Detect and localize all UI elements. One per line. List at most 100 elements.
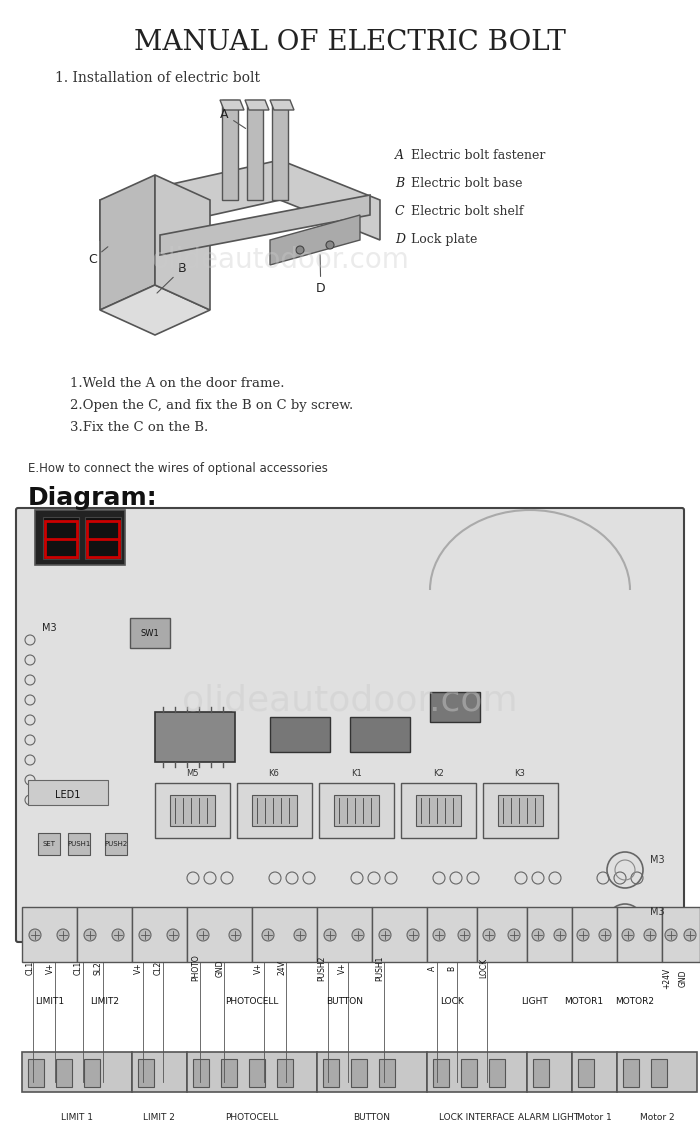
Text: K3: K3 — [514, 769, 526, 778]
Bar — [22, 907, 77, 962]
Text: C: C — [88, 247, 108, 266]
Text: Electric bolt base: Electric bolt base — [411, 176, 522, 190]
Bar — [651, 1059, 667, 1087]
Text: K1: K1 — [351, 769, 361, 778]
Circle shape — [139, 929, 151, 941]
Circle shape — [684, 929, 696, 941]
Bar — [319, 783, 394, 838]
Text: D: D — [316, 254, 326, 295]
Circle shape — [324, 929, 336, 941]
Bar — [427, 1052, 527, 1092]
Text: M5: M5 — [186, 769, 198, 778]
Polygon shape — [160, 195, 370, 254]
Bar — [277, 1059, 293, 1087]
Bar — [433, 1059, 449, 1087]
Circle shape — [644, 929, 656, 941]
Polygon shape — [155, 175, 210, 310]
Bar — [617, 907, 662, 962]
Circle shape — [508, 929, 520, 941]
Bar — [170, 795, 215, 826]
Text: PHOTOCELL: PHOTOCELL — [225, 1113, 279, 1122]
Text: Electric bolt fastener: Electric bolt fastener — [411, 149, 545, 161]
Circle shape — [57, 929, 69, 941]
Circle shape — [352, 929, 364, 941]
Text: V+: V+ — [337, 962, 346, 974]
Circle shape — [622, 929, 634, 941]
Bar — [77, 907, 132, 962]
Text: SET: SET — [43, 841, 55, 847]
Polygon shape — [100, 175, 155, 310]
Text: B: B — [447, 966, 456, 970]
Polygon shape — [222, 100, 238, 200]
Polygon shape — [100, 160, 380, 240]
Bar — [270, 717, 330, 752]
Bar — [38, 833, 60, 855]
Bar — [334, 795, 379, 826]
Bar — [527, 1052, 572, 1092]
Circle shape — [483, 929, 495, 941]
Bar — [252, 795, 297, 826]
Circle shape — [577, 929, 589, 941]
Polygon shape — [247, 100, 263, 200]
Circle shape — [407, 929, 419, 941]
Circle shape — [84, 929, 96, 941]
Text: Lock plate: Lock plate — [411, 233, 477, 245]
Text: LIMIT2: LIMIT2 — [90, 997, 120, 1006]
Text: +24V: +24V — [662, 968, 671, 988]
Polygon shape — [100, 285, 210, 335]
Bar — [617, 1052, 697, 1092]
Polygon shape — [270, 100, 294, 110]
Text: ALARM LIGHT: ALARM LIGHT — [519, 1113, 580, 1122]
Bar — [187, 907, 252, 962]
Text: 2.Open the C, and fix the B on C by screw.: 2.Open the C, and fix the B on C by scre… — [70, 399, 354, 411]
Text: LED1: LED1 — [55, 790, 80, 800]
Bar — [193, 1059, 209, 1087]
Text: PHOTO: PHOTO — [192, 954, 200, 982]
Bar — [401, 783, 476, 838]
Bar — [483, 783, 558, 838]
Text: MOTOR2: MOTOR2 — [615, 997, 654, 1006]
Text: Motor 2: Motor 2 — [640, 1113, 674, 1122]
Circle shape — [599, 929, 611, 941]
Text: SL2: SL2 — [94, 961, 102, 975]
Text: A: A — [428, 966, 437, 970]
Circle shape — [294, 929, 306, 941]
Text: SW1: SW1 — [141, 628, 160, 637]
Text: olideautodoor.com: olideautodoor.com — [182, 683, 518, 717]
Polygon shape — [220, 100, 244, 110]
Bar — [28, 1059, 44, 1087]
Polygon shape — [245, 100, 269, 110]
Circle shape — [29, 929, 41, 941]
Bar — [527, 907, 572, 962]
Bar — [249, 1059, 265, 1087]
Text: CL2: CL2 — [153, 961, 162, 975]
Bar — [477, 907, 527, 962]
Text: K2: K2 — [433, 769, 443, 778]
Bar — [317, 907, 372, 962]
Bar — [221, 1059, 237, 1087]
Text: LIMIT 1: LIMIT 1 — [61, 1113, 93, 1122]
Circle shape — [326, 241, 334, 249]
Text: B: B — [395, 176, 404, 190]
Text: PUSH1: PUSH1 — [67, 841, 91, 847]
Bar — [350, 717, 410, 752]
Circle shape — [167, 929, 179, 941]
Circle shape — [665, 929, 677, 941]
Text: Electric bolt shelf: Electric bolt shelf — [411, 204, 524, 217]
Text: M3: M3 — [650, 907, 664, 917]
Bar — [43, 517, 79, 559]
Bar — [187, 1052, 317, 1092]
Text: BUTTON: BUTTON — [326, 997, 363, 1006]
Circle shape — [262, 929, 274, 941]
Text: PUSH2: PUSH2 — [318, 955, 326, 980]
Text: PHOTOCELL: PHOTOCELL — [225, 997, 279, 1006]
Text: LOCK: LOCK — [440, 997, 464, 1006]
Bar — [237, 783, 312, 838]
Text: D: D — [395, 233, 405, 245]
Text: C: C — [395, 204, 405, 217]
Bar — [623, 1059, 639, 1087]
Bar — [572, 1052, 617, 1092]
Text: V+: V+ — [253, 962, 262, 974]
Bar — [132, 907, 187, 962]
Text: 1.Weld the A on the door frame.: 1.Weld the A on the door frame. — [70, 376, 284, 390]
